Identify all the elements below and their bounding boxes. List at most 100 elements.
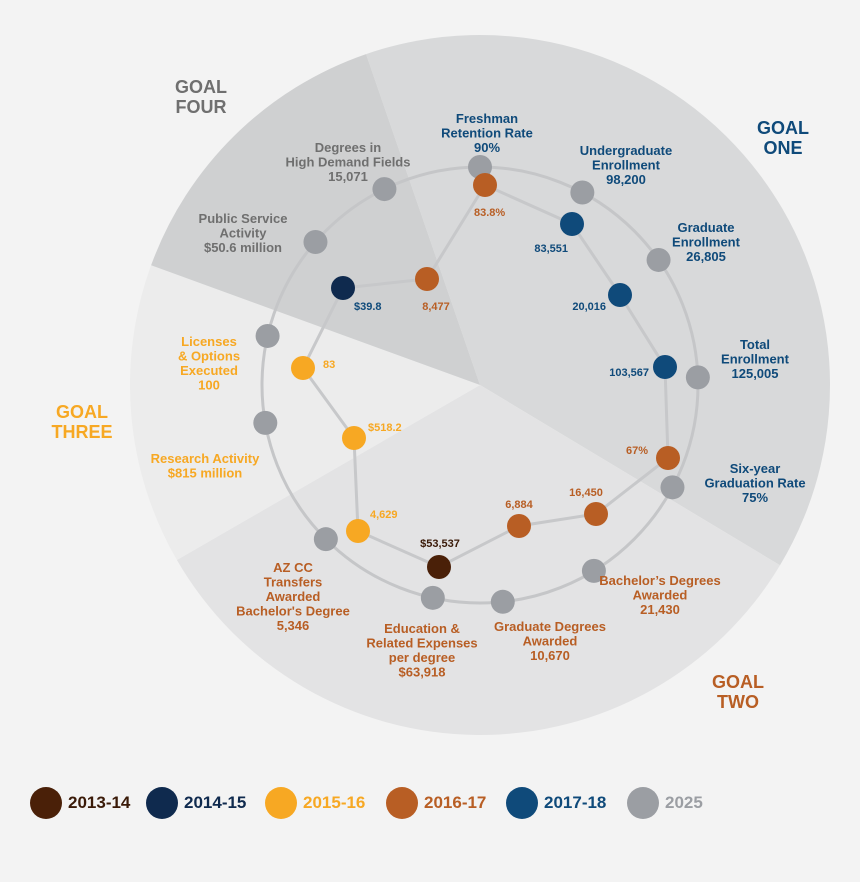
target-2025-point: [253, 410, 278, 435]
legend-item: 2017-18: [506, 786, 606, 820]
metric-label: 26,805: [686, 249, 726, 264]
current-value-point: [473, 173, 497, 197]
target-2025-point: [372, 177, 397, 202]
legend-swatch: [627, 787, 659, 819]
current-value-label: $53,537: [420, 538, 460, 550]
legend-label: 2025: [665, 793, 703, 812]
current-value-label: 103,567: [609, 367, 649, 379]
current-value-label: $39.8: [354, 301, 382, 313]
target-2025-point: [255, 323, 280, 348]
metric-label: Freshman: [456, 111, 518, 126]
metric-label: 125,005: [732, 366, 779, 381]
current-value-label: $518.2: [368, 422, 402, 434]
legend-label: 2017-18: [544, 793, 607, 812]
current-value-point: [427, 555, 451, 579]
legend-label: 2014-15: [184, 793, 247, 812]
legend-swatch: [386, 787, 418, 819]
metric-label: 5,346: [277, 618, 310, 633]
sector-goal-four: [151, 54, 480, 386]
metric-label: $50.6 million: [204, 240, 282, 255]
current-value-label: 83,551: [534, 243, 568, 255]
metric-label: Retention Rate: [441, 126, 533, 141]
legend-swatch: [30, 787, 62, 819]
target-2025-point: [313, 527, 338, 552]
target-2025-point: [490, 589, 515, 614]
goal-four-heading: FOUR: [176, 97, 227, 117]
current-value-label: 20,016: [572, 301, 606, 313]
sector-goal-two: [176, 385, 781, 735]
sector-goal-three: [129, 265, 480, 560]
metric-label: Education &: [384, 621, 460, 636]
current-value-point: [656, 446, 680, 470]
metric-label: AZ CC: [273, 560, 313, 575]
metric-label: Research Activity: [151, 451, 260, 466]
metric-label: & Options: [178, 349, 240, 364]
metric-label: Related Expenses: [366, 636, 477, 651]
target-2025-point: [420, 585, 445, 610]
metric-label: Enrollment: [721, 352, 790, 367]
current-value-label: 8,477: [422, 301, 450, 313]
metric-label: Graduate: [677, 220, 734, 235]
metric-label: 10,670: [530, 648, 570, 663]
metric-label: 15,071: [328, 169, 368, 184]
progress-line: [301, 183, 670, 569]
metric-label: 75%: [742, 490, 768, 505]
current-value-point: [342, 426, 366, 450]
metric-label: Bachelor’s Degrees: [599, 573, 720, 588]
metric-label: 90%: [474, 140, 500, 155]
metric-label: Six-year: [730, 461, 781, 476]
legend-item: 2014-15: [146, 786, 246, 820]
target-2025-point: [468, 155, 492, 179]
legend-label: 2016-17: [424, 793, 487, 812]
legend-swatch: [146, 787, 178, 819]
metric-label: 100: [198, 378, 220, 393]
legend-label: 2015-16: [303, 793, 366, 812]
current-value-point: [331, 276, 355, 300]
metric-label: $815 million: [168, 466, 242, 481]
legend-swatch: [265, 787, 297, 819]
legend: 2013-14 2014-15 2015-16 2016-17 2017-18 2025: [30, 786, 750, 820]
goal-two-heading: TWO: [717, 692, 759, 712]
metric-label: Degrees in: [315, 140, 382, 155]
metric-label: Total: [740, 337, 770, 352]
goal-two-heading: GOAL: [712, 672, 764, 692]
current-value-label: 16,450: [569, 487, 603, 499]
current-value-label: 83.8%: [474, 207, 505, 219]
goal-one-heading: GOAL: [757, 118, 809, 138]
current-value-point: [415, 267, 439, 291]
goal-four-heading: GOAL: [175, 77, 227, 97]
current-value-label: 6,884: [505, 499, 533, 511]
metric-label: Enrollment: [672, 235, 741, 250]
target-2025-point: [570, 180, 595, 205]
metric-label: High Demand Fields: [286, 155, 411, 170]
metric-label: Awarded: [266, 589, 321, 604]
current-value-point: [584, 502, 608, 526]
legend-swatch: [506, 787, 538, 819]
legend-item: 2016-17: [386, 786, 486, 820]
metric-label: 98,200: [606, 172, 646, 187]
current-value-point: [291, 356, 315, 380]
metric-label: $63,918: [399, 665, 446, 680]
metric-label: Graduation Rate: [704, 476, 805, 491]
current-value-point: [507, 514, 531, 538]
goal-three-heading: GOAL: [56, 402, 108, 422]
current-value-point: [608, 283, 632, 307]
legend-label: 2013-14: [68, 793, 131, 812]
target-2025-point: [685, 365, 710, 390]
target-2025-point: [581, 558, 606, 583]
legend-item: 2013-14: [30, 786, 130, 820]
target-2025-point: [660, 475, 685, 500]
goal-three-heading: THREE: [51, 422, 112, 442]
metric-label: Awarded: [523, 634, 578, 649]
metric-label: Bachelor's Degree: [236, 604, 350, 619]
metric-label: Enrollment: [592, 158, 661, 173]
metric-label: Licenses: [181, 334, 237, 349]
metric-label: Awarded: [633, 588, 688, 603]
metric-label: Public Service: [199, 211, 288, 226]
metric-label: Activity: [220, 226, 268, 241]
metric-label: Graduate Degrees: [494, 619, 606, 634]
target-2025-point: [646, 247, 671, 272]
current-value-point: [346, 519, 370, 543]
